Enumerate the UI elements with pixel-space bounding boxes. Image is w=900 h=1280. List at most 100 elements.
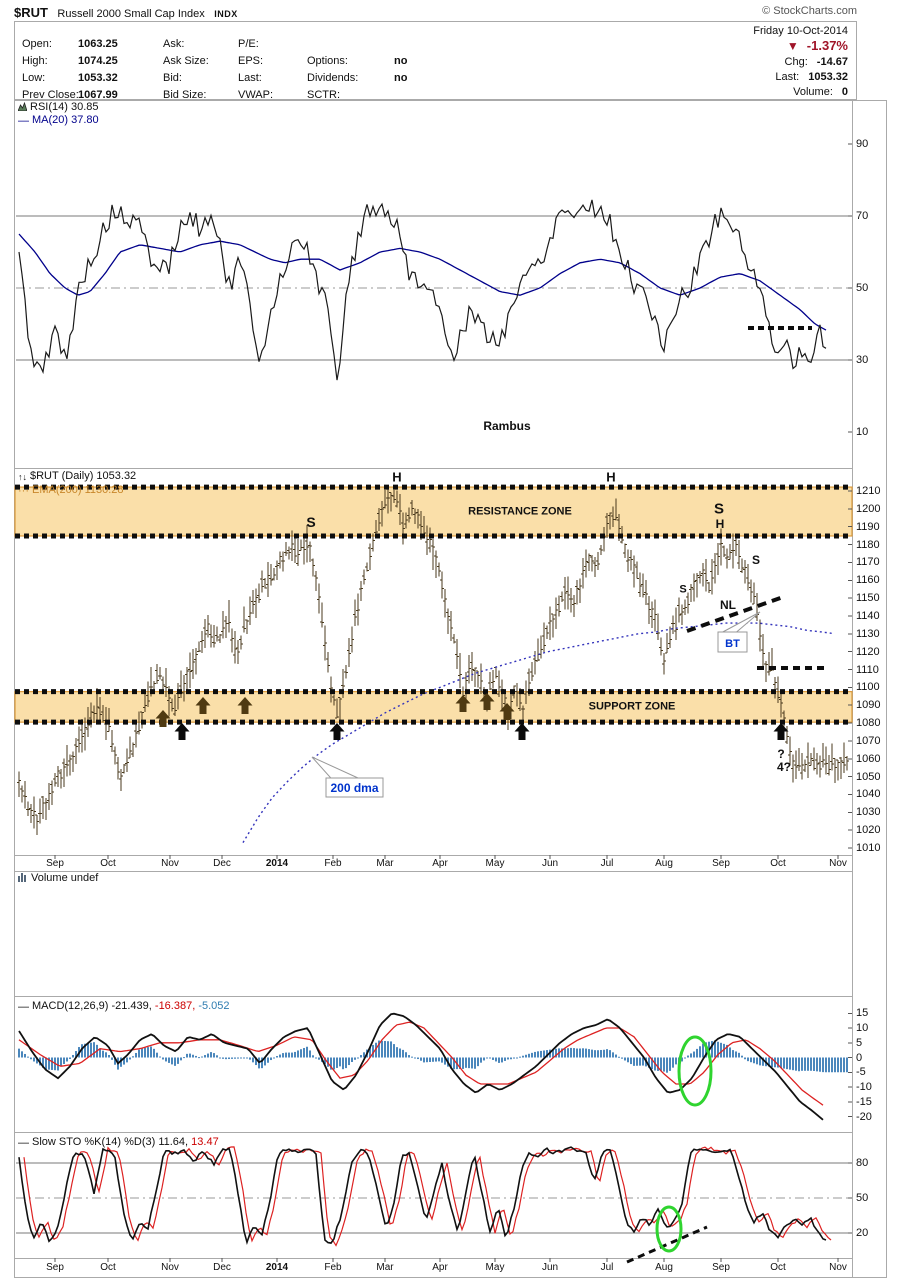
quote-label: Last: [775,71,800,83]
rsi-axis-label: 10 [856,426,869,438]
macd-axis-label: -10 [856,1081,872,1093]
quote-value: 1063.25 [78,38,118,50]
macd-axis-label: 15 [856,1007,869,1020]
volume-legend: Volume undef [18,872,98,886]
quote-label: Chg: [784,56,808,68]
rsi-axis-label: 90 [856,138,869,150]
price-legend-label: $RUT (Daily) 1053.32 [30,470,137,482]
month-label: Jun [541,1262,559,1273]
annotation-h: H [606,469,616,485]
quote-label: Ask Size: [163,55,209,67]
price-axis-label: 1030 [856,806,881,819]
quote-label: EPS: [238,55,264,67]
month-label: Jul [600,1262,614,1273]
month-label: Apr [432,1262,448,1273]
price-axis-label: 1100 [856,681,880,694]
price-axis-label: 1170 [856,556,880,569]
annotation-s: S [713,500,725,518]
annotation-s: S [679,583,687,596]
line-icon: — [18,115,29,127]
quote-label: Prev Close: [22,89,79,101]
dotted-line-icon: ··· [18,485,29,497]
quote-right-row: Last: 1053.32 [775,71,848,84]
price-axis-label: 1090 [856,699,881,712]
month-label: Aug [655,1262,673,1273]
macd-legend-label: MACD(12,26,9) -21.439, [32,1000,152,1012]
annotation-h: H [715,517,725,532]
line-icon: — [18,1137,29,1149]
month-label: May [485,1262,505,1273]
month-label: Nov [829,858,847,869]
rsi-axis-label: 50 [856,282,869,294]
month-label: Oct [100,1262,116,1273]
copyright: © StockCharts.com [762,5,857,17]
exchange: INDX [214,9,238,19]
price-axis-label: 1080 [856,717,881,730]
sto-axis-label: 20 [856,1227,869,1239]
month-label: Aug [655,858,673,869]
quote-label: Bid: [163,72,182,84]
quote-value: 1067.99 [78,89,118,101]
month-label: Oct [770,1262,786,1273]
macd-signal-value: -16.387, [154,1000,196,1012]
month-label: May [485,858,505,869]
month-label: Sep [46,1262,64,1273]
price-axis-label: 1020 [856,824,881,837]
macd-axis-label: -15 [856,1095,872,1108]
rsi-legend-label: RSI(14) 30.85 [30,101,99,113]
quote-label: SCTR: [307,89,340,101]
quote-label: P/E: [238,38,259,50]
month-label: Dec [213,858,231,869]
month-label: Apr [432,858,448,869]
sto-axis-label: 50 [856,1192,869,1204]
price-axis-label: 1130 [856,627,880,640]
sto-d-value: 13.47 [191,1136,219,1148]
price-axis-label: 1110 [856,663,879,676]
month-label: Sep [712,858,730,869]
quote-value: 1074.25 [78,55,118,67]
price-axis-label: 1140 [856,609,880,622]
annotation--: ? [777,747,785,762]
quote-label: Low: [22,72,46,84]
price-axis-label: 1210 [856,485,881,497]
quote-value: 0 [841,86,848,98]
quote-label: Bid Size: [163,89,207,101]
macd-legend: — MACD(12,26,9) -21.439, -16.387, -5.052 [18,1000,230,1014]
index-name: Russell 2000 Small Cap Index [57,8,205,20]
month-label: Oct [100,858,116,869]
pct-change-row: ▼ -1.37% [786,38,848,54]
month-label: Oct [770,858,786,869]
price-axis-label: 1010 [856,842,881,854]
macd-axis-label: 5 [856,1036,863,1049]
month-label: 2014 [265,858,289,869]
quote-value: 1053.32 [78,72,118,84]
quote-value: no [394,72,408,84]
down-arrow-icon: ▼ [786,39,799,53]
price-axis-label: 1070 [856,734,881,747]
price-axis-label: 1040 [856,788,881,801]
price-axis-label: 1180 [856,538,880,551]
month-label: Jun [541,858,559,869]
quote-label: VWAP: [238,89,274,101]
month-label: Dec [213,1262,231,1273]
quote-right-row: Volume: 0 [793,86,848,99]
annotation-rambus: Rambus [483,419,531,434]
sto-axis-label: 80 [856,1157,869,1169]
quote-value: -14.67 [816,56,848,68]
month-label: Nov [161,1262,179,1273]
month-label: Sep [712,1262,730,1273]
rsi-axis-label: 30 [856,354,869,366]
annotation-resistance-zone: RESISTANCE ZONE [468,505,572,518]
volume-bars-icon [18,872,28,886]
quote-label: Options: [307,55,348,67]
month-label: Feb [324,1262,342,1273]
rsi-area-icon [17,101,28,115]
price-axis-label: 1160 [856,574,880,587]
annotation-h: H [392,469,402,485]
macd-axis-label: 10 [856,1022,869,1034]
price-axis-label: 1050 [856,770,881,783]
price-axis-label: 1200 [856,502,881,515]
pct-change: -1.37% [806,38,848,53]
month-label: Sep [46,858,64,869]
